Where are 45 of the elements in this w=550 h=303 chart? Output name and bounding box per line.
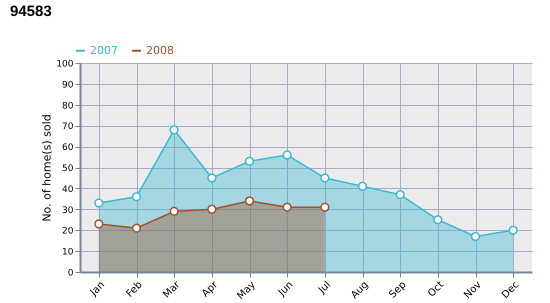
point xyxy=(244,196,254,206)
y-tick-label: 40 xyxy=(62,184,74,195)
x-tick-label: Mar xyxy=(161,278,184,301)
x-tick-label: Apr xyxy=(200,278,221,300)
y-tick-label: 0 xyxy=(68,268,74,278)
y-tick-label: 90 xyxy=(62,80,74,90)
y-tick-label: 60 xyxy=(62,143,74,154)
y-tick-label: 30 xyxy=(62,206,74,216)
point xyxy=(470,232,480,242)
y-tick-label: 80 xyxy=(62,101,74,112)
x-tick-label: Oct xyxy=(426,279,446,300)
point xyxy=(170,206,179,216)
point xyxy=(132,223,142,233)
legend-label: 2007 xyxy=(90,44,118,57)
point xyxy=(244,156,254,166)
y-tick-label: 20 xyxy=(62,226,74,237)
point xyxy=(358,182,368,191)
point xyxy=(170,125,179,134)
point xyxy=(207,173,216,183)
y-tick-label: 50 xyxy=(62,164,74,174)
x-tick-label: Aug xyxy=(349,280,371,302)
y-tick-label: 10 xyxy=(62,248,74,258)
point xyxy=(433,215,442,224)
x-tick-label: Dec xyxy=(500,280,522,301)
y-axis-title: No. of home(s) sold xyxy=(40,114,54,222)
point xyxy=(94,198,104,208)
point xyxy=(282,202,292,212)
chart-title: 94583 xyxy=(10,3,52,20)
point xyxy=(132,192,142,202)
legend-label: 2008 xyxy=(146,44,174,57)
x-tick-label: Jun xyxy=(276,280,296,300)
point xyxy=(508,226,518,235)
point xyxy=(320,173,330,183)
x-tick-label: Nov xyxy=(462,279,484,302)
x-tick-label: Feb xyxy=(124,280,145,300)
x-tick-label: Sep xyxy=(387,280,408,301)
point xyxy=(282,150,292,160)
point xyxy=(207,204,216,214)
y-tick-label: 70 xyxy=(62,122,74,132)
x-tick-label: Jan xyxy=(88,280,108,299)
x-tick-label: Jul xyxy=(316,280,334,297)
point xyxy=(320,202,330,212)
y-tick-label: 100 xyxy=(56,60,74,70)
point xyxy=(396,190,405,200)
point xyxy=(94,219,104,229)
